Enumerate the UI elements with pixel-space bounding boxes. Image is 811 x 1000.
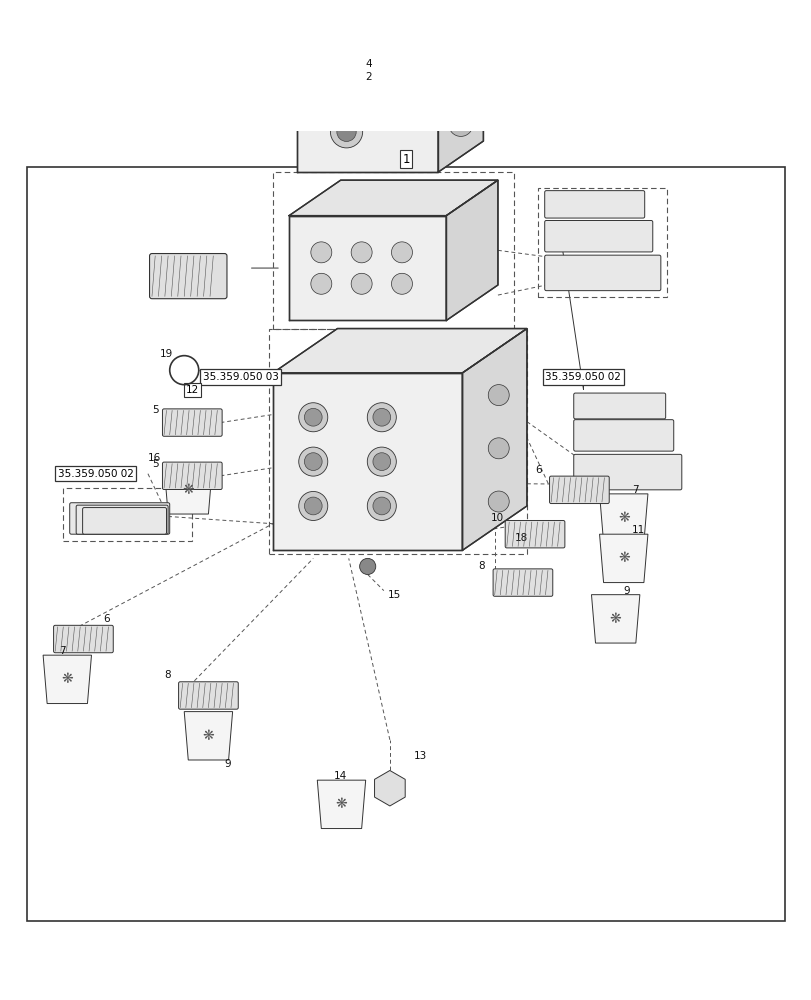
Polygon shape	[317, 780, 365, 829]
Circle shape	[372, 408, 390, 426]
FancyBboxPatch shape	[70, 503, 169, 534]
Polygon shape	[599, 494, 647, 542]
Polygon shape	[43, 655, 92, 704]
FancyBboxPatch shape	[504, 520, 564, 548]
Polygon shape	[164, 466, 212, 514]
Circle shape	[304, 408, 322, 426]
Polygon shape	[599, 534, 647, 583]
Text: 5: 5	[152, 459, 158, 469]
Circle shape	[298, 491, 328, 520]
Circle shape	[304, 497, 322, 515]
Circle shape	[359, 558, 375, 575]
Text: 15: 15	[388, 590, 401, 600]
Text: 8: 8	[478, 561, 485, 571]
Circle shape	[367, 403, 396, 432]
Polygon shape	[297, 60, 483, 91]
Circle shape	[487, 491, 508, 512]
Text: 5: 5	[152, 405, 158, 415]
Text: 9: 9	[225, 759, 231, 769]
Circle shape	[367, 447, 396, 476]
Text: 7: 7	[59, 646, 66, 656]
Circle shape	[311, 273, 332, 294]
Polygon shape	[272, 373, 462, 550]
Bar	[272, 172, 513, 329]
Text: 6: 6	[534, 465, 541, 475]
FancyBboxPatch shape	[149, 254, 227, 299]
Text: ❋: ❋	[203, 729, 214, 743]
Text: 2: 2	[365, 72, 372, 82]
FancyBboxPatch shape	[162, 409, 222, 436]
FancyBboxPatch shape	[549, 476, 608, 504]
Text: 14: 14	[333, 771, 346, 781]
FancyBboxPatch shape	[573, 393, 665, 419]
FancyBboxPatch shape	[162, 462, 222, 490]
Text: ❋: ❋	[335, 797, 347, 811]
FancyBboxPatch shape	[492, 569, 552, 596]
Circle shape	[487, 438, 508, 459]
Polygon shape	[374, 770, 405, 806]
Circle shape	[372, 497, 390, 515]
FancyBboxPatch shape	[544, 191, 644, 218]
Circle shape	[337, 122, 356, 141]
Text: 4: 4	[365, 59, 372, 69]
Text: 7: 7	[631, 485, 637, 495]
Circle shape	[391, 273, 412, 294]
Polygon shape	[297, 91, 438, 172]
Text: ❋: ❋	[182, 483, 194, 497]
Circle shape	[391, 242, 412, 263]
Polygon shape	[462, 329, 526, 550]
Text: ❋: ❋	[62, 672, 73, 686]
Circle shape	[311, 242, 332, 263]
FancyBboxPatch shape	[544, 220, 652, 252]
Text: 35.359.050 02: 35.359.050 02	[545, 372, 620, 382]
Polygon shape	[289, 180, 497, 216]
Text: 12: 12	[186, 385, 199, 395]
Text: 35.359.050 03: 35.359.050 03	[203, 372, 278, 382]
Text: ❋: ❋	[617, 551, 629, 565]
Bar	[63, 488, 192, 541]
Text: 8: 8	[164, 670, 170, 680]
FancyBboxPatch shape	[54, 625, 113, 653]
Text: 9: 9	[623, 586, 629, 596]
Text: 1: 1	[401, 153, 410, 166]
Text: 6: 6	[104, 614, 110, 624]
Circle shape	[487, 385, 508, 406]
Circle shape	[367, 491, 396, 520]
Polygon shape	[272, 329, 526, 373]
FancyBboxPatch shape	[573, 454, 681, 490]
Polygon shape	[438, 60, 483, 172]
Polygon shape	[446, 180, 497, 320]
Circle shape	[298, 447, 328, 476]
Polygon shape	[590, 595, 639, 643]
Text: ❋: ❋	[617, 511, 629, 525]
Circle shape	[298, 403, 328, 432]
FancyBboxPatch shape	[178, 682, 238, 709]
Text: 11: 11	[631, 525, 644, 535]
Text: 35.359.050 02: 35.359.050 02	[58, 469, 133, 479]
Circle shape	[330, 116, 363, 148]
Bar	[538, 188, 667, 297]
Polygon shape	[184, 712, 232, 760]
Circle shape	[448, 112, 472, 136]
Polygon shape	[289, 216, 446, 320]
FancyBboxPatch shape	[76, 505, 168, 534]
Text: 19: 19	[160, 349, 173, 359]
Text: 18: 18	[514, 533, 527, 543]
Text: 10: 10	[490, 513, 503, 523]
Circle shape	[350, 242, 371, 263]
FancyBboxPatch shape	[83, 508, 166, 534]
Circle shape	[350, 273, 371, 294]
Bar	[268, 329, 526, 554]
Text: ❋: ❋	[609, 612, 620, 626]
FancyBboxPatch shape	[573, 420, 673, 451]
Text: 16: 16	[148, 453, 161, 463]
Circle shape	[304, 453, 322, 470]
Text: 13: 13	[414, 751, 427, 761]
Circle shape	[372, 453, 390, 470]
FancyBboxPatch shape	[544, 255, 660, 291]
